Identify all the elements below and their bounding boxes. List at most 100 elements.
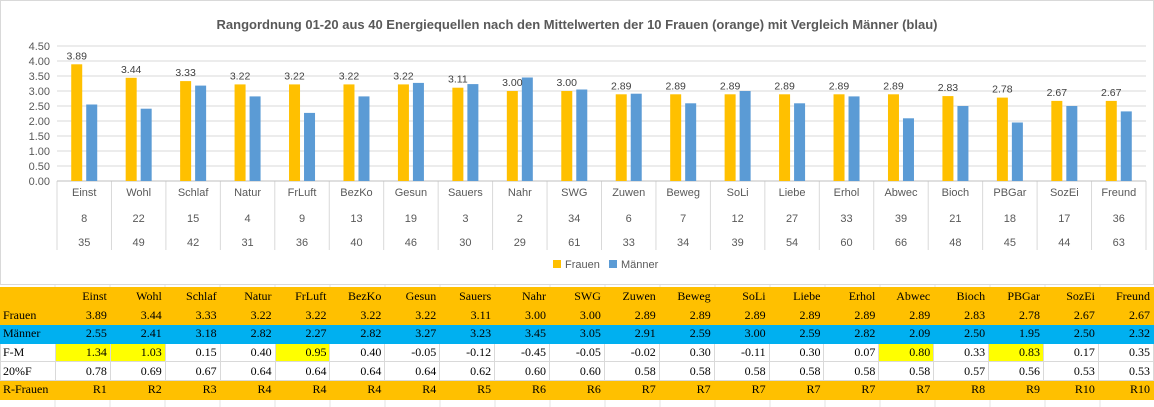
- x-tick-label-level3: 48: [949, 237, 961, 249]
- data-label-frauen: 2.89: [883, 80, 904, 92]
- table-cell: 0.64: [329, 361, 386, 381]
- table-cell: R6: [549, 379, 605, 400]
- table-header-cell: Erhol: [823, 287, 880, 307]
- x-tick-label-level3: 61: [568, 237, 580, 249]
- table-cell: -0.12: [439, 342, 496, 363]
- bar-maenner: [412, 82, 424, 181]
- table-cell: 0.83: [988, 342, 1045, 363]
- x-tick-label-level3: 42: [187, 237, 199, 249]
- table-cell: 0.69: [109, 361, 166, 381]
- y-tick-label: 1.50: [29, 131, 50, 143]
- x-tick-label-level3: 60: [840, 237, 852, 249]
- bar-frauen: [561, 91, 573, 181]
- table-cell: 0.64: [219, 361, 276, 381]
- x-tick-label: Schlaf: [178, 187, 210, 199]
- table-cell: 0.17: [1043, 342, 1099, 363]
- table-cell: 0.60: [494, 361, 551, 381]
- table-row-label: R-Frauen: [0, 379, 56, 400]
- x-tick-label-level2: 21: [949, 213, 961, 225]
- x-tick-label: Wohl: [126, 187, 151, 199]
- x-tick-label-level2: 36: [1113, 213, 1125, 225]
- x-tick-label-level2: 2: [517, 213, 523, 225]
- table-cell: 2.50: [1043, 324, 1099, 344]
- table-cell: 0.80: [878, 342, 935, 363]
- table-header-cell: Abwec: [878, 287, 935, 307]
- bar-maenner: [630, 93, 642, 181]
- bar-frauen: [234, 84, 246, 181]
- table-cell: R5: [439, 379, 496, 400]
- table-cell: 3.22: [329, 305, 386, 326]
- x-tick-label-level2: 4: [245, 213, 251, 225]
- legend-label-frauen: Frauen: [565, 259, 600, 271]
- bar-maenner: [140, 108, 152, 181]
- table-header-cell: Nahr: [494, 287, 551, 307]
- bar-maenner: [1066, 106, 1078, 181]
- table-cell: 3.23: [439, 324, 496, 344]
- data-label-frauen: 2.89: [829, 80, 850, 92]
- table-cell: -0.02: [603, 342, 660, 363]
- data-label-frauen: 2.89: [720, 80, 741, 92]
- bar-maenner: [1011, 122, 1023, 181]
- table-row-label: F-M: [0, 342, 56, 363]
- table-header-cell: Liebe: [768, 287, 825, 307]
- x-tick-label-level2: 12: [732, 213, 744, 225]
- x-tick-label: Sauers: [448, 187, 483, 199]
- y-tick-label: 0.50: [29, 161, 50, 173]
- bar-frauen: [289, 84, 301, 181]
- table-cell: 2.89: [878, 305, 935, 326]
- x-tick-label-level2: 9: [299, 213, 305, 225]
- table-cell: 3.00: [549, 305, 605, 326]
- bar-frauen: [996, 97, 1008, 181]
- table-cell: R8: [933, 379, 990, 400]
- table-cell: 0.40: [329, 342, 386, 363]
- bar-frauen: [343, 84, 355, 181]
- bar-frauen: [779, 94, 791, 181]
- legend-label-maenner: Männer: [621, 259, 659, 271]
- x-tick-label: Liebe: [779, 187, 806, 199]
- y-tick-label: 3.50: [29, 71, 50, 83]
- table-cell: 2.67: [1043, 305, 1099, 326]
- table-cell: 0.53: [1097, 361, 1154, 381]
- table-cell: 3.22: [219, 305, 276, 326]
- x-tick-label: Abwec: [884, 187, 918, 199]
- table-cell: R9: [988, 379, 1045, 400]
- x-tick-label: Gesun: [395, 187, 427, 199]
- table-cell: 0.35: [1097, 342, 1154, 363]
- bar-frauen: [125, 77, 137, 181]
- table-cell: R7: [878, 379, 935, 400]
- bar-frauen: [71, 64, 83, 181]
- data-label-frauen: 3.22: [230, 70, 251, 82]
- bar-maenner: [195, 85, 207, 181]
- table-cell: 2.89: [658, 305, 715, 326]
- table-row: Männer 2.55 2.41 3.18 2.82 2.27 2.82 3.27 3.23 3.…: [0, 324, 1154, 344]
- table-row: 20%F 0.78 0.69 0.67 0.64 0.64 0.64 0.64 0.62 0.60…: [0, 361, 1154, 381]
- table-cell: 3.11: [439, 305, 496, 326]
- table-cell: -0.45: [494, 342, 551, 363]
- table-row-label: Frauen: [0, 305, 56, 326]
- bar-frauen: [887, 94, 899, 181]
- table-cell: 2.55: [55, 324, 111, 344]
- table-row: Frauen 3.89 3.44 3.33 3.22 3.22 3.22 3.22 3.11 3.…: [0, 305, 1154, 326]
- table-header-cell: SoLi: [713, 287, 770, 307]
- data-label-frauen: 3.89: [67, 50, 88, 62]
- table-cell: -0.05: [384, 342, 441, 363]
- table-cell: 2.89: [603, 305, 660, 326]
- x-tick-label: PBGar: [993, 187, 1026, 199]
- x-tick-label-level3: 40: [350, 237, 362, 249]
- bar-maenner: [467, 84, 479, 181]
- y-tick-label: 2.50: [29, 101, 50, 113]
- x-tick-label-level2: 13: [350, 213, 362, 225]
- table-cell: 3.05: [549, 324, 605, 344]
- table-header-cell: Zuwen: [603, 287, 660, 307]
- table-cell: R7: [713, 379, 770, 400]
- table-cell: 2.89: [713, 305, 770, 326]
- bar-maenner: [794, 103, 806, 181]
- chart-title: Rangordnung 01-20 aus 40 Energiequellen …: [216, 17, 938, 32]
- table-cell: -0.05: [549, 342, 605, 363]
- x-tick-label-level2: 19: [405, 213, 417, 225]
- table-cell: 0.56: [988, 361, 1045, 381]
- table-cell: 0.64: [274, 361, 331, 381]
- data-label-frauen: 2.83: [938, 82, 959, 94]
- x-tick-label: FrLuft: [288, 187, 317, 199]
- data-table: Einst Wohl Schlaf Natur FrLuft BezKo Gesun Saue…: [0, 287, 1154, 400]
